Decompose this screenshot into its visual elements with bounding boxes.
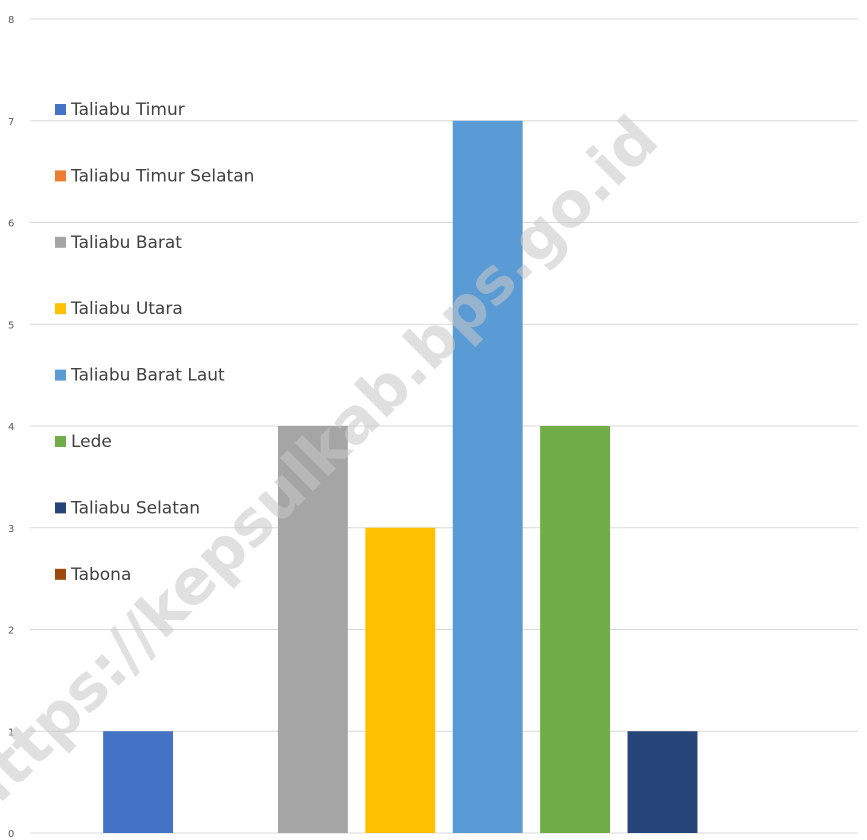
legend-label: Lede [71, 432, 112, 452]
y-tick-label: 5 [8, 320, 14, 331]
legend-label: Tabona [70, 565, 131, 585]
bars [103, 120, 698, 833]
legend-swatch [55, 303, 66, 315]
legend-swatch [55, 236, 66, 248]
y-tick-label: 4 [8, 422, 14, 433]
legend-label: Taliabu Selatan [70, 498, 200, 518]
legend-label: Taliabu Timur Selatan [70, 166, 254, 186]
bar [365, 527, 436, 833]
y-tick-label: 6 [8, 219, 14, 230]
bar [627, 731, 698, 833]
bar [452, 120, 523, 833]
y-tick-label: 2 [8, 626, 14, 637]
legend: Taliabu Timur Taliabu Timur Selatan Taliab… [55, 100, 254, 585]
legend-label: Taliabu Timur [70, 100, 185, 120]
y-tick-label: 3 [8, 524, 14, 535]
bar [540, 426, 611, 833]
legend-swatch [55, 369, 66, 381]
y-tick-label: 0 [8, 829, 14, 840]
legend-swatch [55, 568, 66, 580]
y-tick-label: 7 [8, 117, 14, 128]
y-tick-label: 1 [8, 727, 14, 738]
legend-label: Taliabu Barat [70, 233, 182, 253]
legend-swatch [55, 502, 66, 514]
legend-swatch [55, 170, 66, 182]
legend-swatch [55, 436, 66, 447]
legend-label: Taliabu Barat Laut [70, 366, 225, 386]
bar [277, 426, 348, 833]
legend-swatch [55, 104, 66, 115]
legend-label: Taliabu Utara [70, 299, 183, 319]
y-tick-label: 8 [8, 15, 14, 26]
bar [103, 731, 174, 833]
grid: 0 1 2 3 4 5 6 7 8 [8, 15, 858, 840]
